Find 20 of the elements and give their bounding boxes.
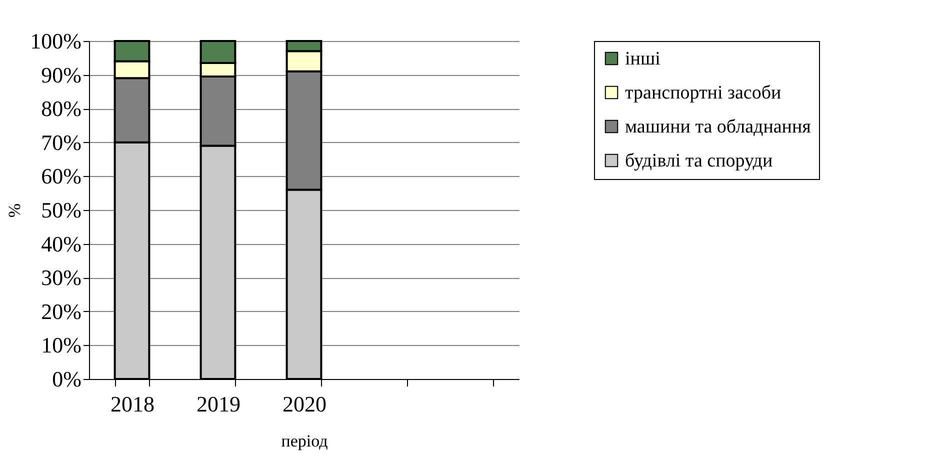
- x-tick-label: 2020: [282, 392, 326, 416]
- y-tick-label: 80%: [41, 96, 82, 122]
- y-tick-label: 10%: [41, 332, 82, 358]
- legend-label: транспортні засоби: [625, 82, 782, 104]
- legend-label: машини та обладнання: [625, 116, 812, 138]
- y-tick-label: 0%: [52, 366, 82, 392]
- x-tick-label: 2018: [110, 392, 154, 416]
- y-tick-label: 20%: [41, 298, 82, 324]
- y-tick-label: 90%: [41, 62, 82, 88]
- legend-label: інші: [625, 48, 660, 70]
- x-tick-label: 2019: [196, 392, 240, 416]
- x-axis-title: період: [281, 432, 328, 450]
- y-axis-title: %: [5, 203, 24, 218]
- y-tick-label: 100%: [30, 28, 82, 54]
- legend-label: будівлі та споруди: [625, 150, 773, 172]
- y-tick-label: 50%: [41, 198, 82, 222]
- y-tick-label: 60%: [41, 164, 82, 189]
- y-tick-label: 40%: [41, 231, 82, 256]
- y-tick-label: 30%: [41, 265, 82, 290]
- y-tick-label: 70%: [41, 130, 82, 155]
